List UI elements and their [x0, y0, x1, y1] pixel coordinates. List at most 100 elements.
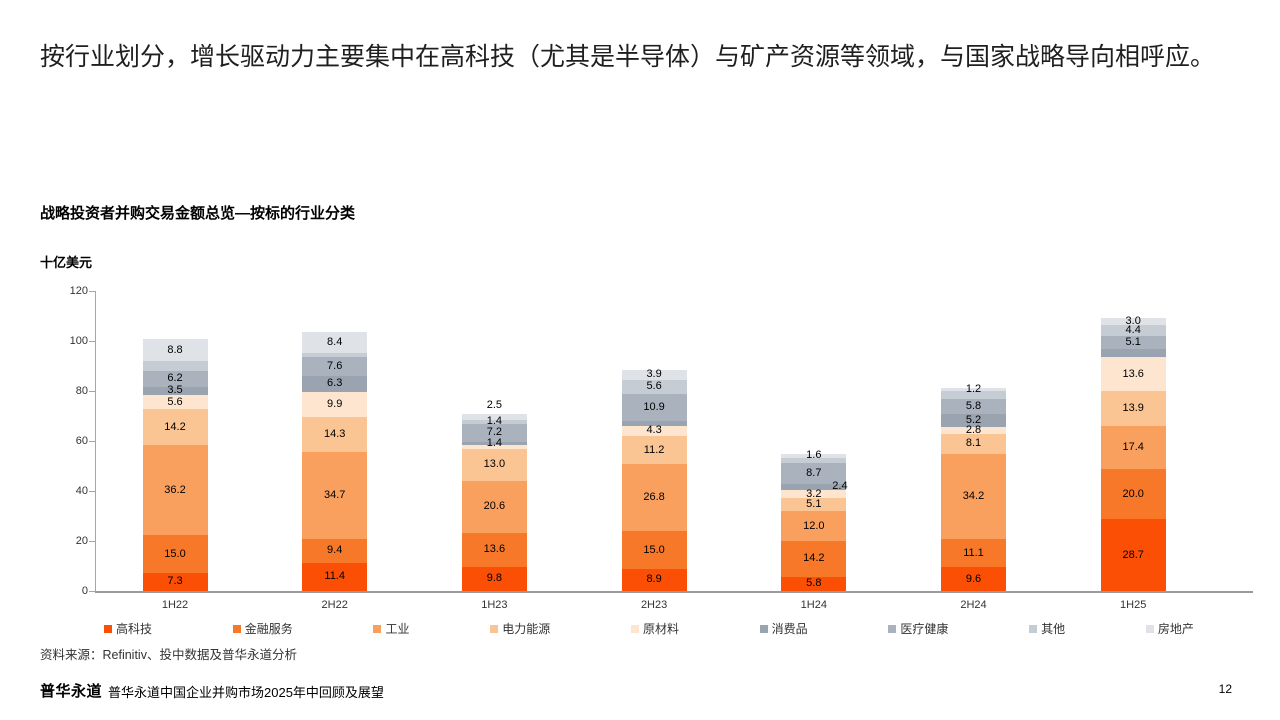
y-axis-tick: [89, 291, 95, 292]
bar-segment: [941, 413, 1006, 427]
legend-label: 电力能源: [502, 622, 551, 636]
bar-value-label: 15.0: [164, 547, 186, 560]
bar-value-label: 36.2: [164, 483, 186, 496]
y-axis-tick-label: 0: [81, 584, 88, 597]
bar-segment: [781, 453, 847, 458]
bar-value-label: 34.2: [962, 490, 985, 502]
y-axis-tick-label: 120: [69, 284, 88, 297]
legend-swatch: [232, 624, 241, 633]
footer-report-title: 普华永道中国企业并购市场2025年中回顾及展望: [108, 685, 384, 700]
bar-segment: [621, 421, 687, 426]
bar-value-label: 2.4: [832, 480, 848, 493]
x-axis-category-label: 1H25: [1120, 599, 1147, 611]
bar-segment: [1100, 391, 1166, 426]
bar-value-label: 8.7: [806, 466, 822, 479]
bar-value-label: 20.6: [483, 500, 506, 513]
bar-value-label: 20.0: [1122, 487, 1144, 500]
bar-segment: [142, 535, 208, 573]
legend-swatch: [1029, 624, 1038, 633]
page-number: 12: [1218, 682, 1232, 696]
bar-value-label: 3.5: [167, 384, 183, 397]
bar-segment: [621, 531, 687, 569]
source-note: 资料来源：Refinitiv、投中数据及普华永道分析: [40, 648, 297, 662]
x-axis-category-label: 2H24: [960, 599, 987, 611]
bar-segment: [142, 395, 208, 410]
bar-value-label: 6.3: [327, 377, 343, 390]
legend-swatch: [373, 624, 382, 633]
bar-segment: [621, 393, 687, 421]
bar-value-label: 5.2: [965, 413, 982, 426]
bar-value-label: 7.3: [167, 575, 183, 588]
legend-label: 工业: [385, 622, 410, 636]
bar-value-label: 9.4: [327, 544, 343, 557]
bar-value-label: 7.2: [486, 426, 503, 438]
legend-swatch: [1145, 624, 1154, 633]
bar-segment: [781, 541, 847, 577]
bar-value-label: 14.2: [803, 552, 825, 565]
x-axis-line: [95, 591, 1253, 593]
bar-value-label: 5.1: [1125, 336, 1141, 349]
bar-segment: [302, 331, 368, 353]
bar-segment: [781, 462, 847, 485]
bar-segment: [781, 490, 847, 499]
bar-segment: [621, 379, 687, 394]
bar-segment: [781, 484, 847, 491]
page-heading: 按行业划分，增长驱动力主要集中在高科技（尤其是半导体）与矿产资源等领域，与国家战…: [40, 44, 1216, 71]
bar-value-label: 8.4: [327, 335, 343, 348]
bar-segment: [461, 423, 527, 442]
bar-value-label: 5.8: [806, 577, 822, 590]
bar-segment: [142, 409, 208, 445]
bar-segment: [941, 399, 1006, 414]
bar-segment: [302, 452, 368, 539]
bar-segment: [1100, 325, 1166, 337]
y-axis-tick-label: 60: [75, 434, 88, 447]
bar-value-label: 3.0: [1125, 315, 1141, 327]
bar-segment: [621, 370, 687, 380]
bar-segment: [142, 339, 208, 361]
y-axis-tick-label: 100: [69, 334, 88, 347]
bar-segment: [142, 444, 208, 536]
bar-segment: [621, 568, 687, 591]
bar-segment: [461, 532, 527, 567]
legend-swatch: [490, 624, 499, 633]
bar-segment: [302, 539, 368, 563]
bar-value-label: 2.5: [486, 398, 503, 411]
y-axis-tick-label: 20: [75, 534, 88, 547]
bar-segment: [302, 562, 368, 591]
bar-value-label: 14.2: [164, 420, 186, 433]
bar-value-label: 13.9: [1122, 401, 1144, 414]
bar-value-label: 13.0: [483, 458, 506, 471]
legend-label: 其他: [1041, 622, 1066, 636]
bar-segment: [1100, 349, 1166, 357]
bar-segment: [1100, 336, 1166, 349]
x-axis-category-label: 1H22: [161, 599, 189, 611]
bar-value-label: 4.3: [646, 424, 662, 437]
legend-label: 金融服务: [244, 622, 293, 636]
bar-segment: [1100, 425, 1166, 470]
bar-value-label: 13.6: [1122, 367, 1144, 380]
bar-segment: [461, 481, 527, 533]
bar-value-label: 5.6: [646, 380, 662, 393]
bar-segment: [461, 420, 527, 424]
bar-segment: [142, 361, 208, 371]
bar-segment: [781, 511, 847, 541]
bar-value-label: 9.8: [486, 572, 503, 585]
legend-item: 房地产: [1145, 620, 1194, 637]
y-axis-line: [95, 291, 96, 591]
legend-label: 消费品: [771, 622, 808, 636]
chart-title: 战略投资者并购交易金额总览—按标的行业分类: [40, 205, 356, 222]
bar-segment: [461, 566, 527, 591]
legend-item: 原材料: [630, 620, 679, 637]
legend-label: 房地产: [1157, 622, 1194, 636]
bar-value-label: 13.6: [483, 543, 506, 555]
bar-segment: [941, 388, 1006, 392]
legend-swatch: [759, 624, 768, 633]
x-axis-category-label: 1H23: [481, 599, 508, 611]
y-axis-tick: [89, 491, 95, 492]
bar-value-label: 34.7: [323, 489, 346, 502]
bar-value-label: 28.7: [1122, 548, 1144, 561]
bar-value-label: 2.8: [965, 423, 982, 436]
bar-value-label: 1.6: [806, 449, 822, 462]
bar-segment: [781, 498, 847, 511]
legend-item: 其他: [1029, 620, 1065, 637]
